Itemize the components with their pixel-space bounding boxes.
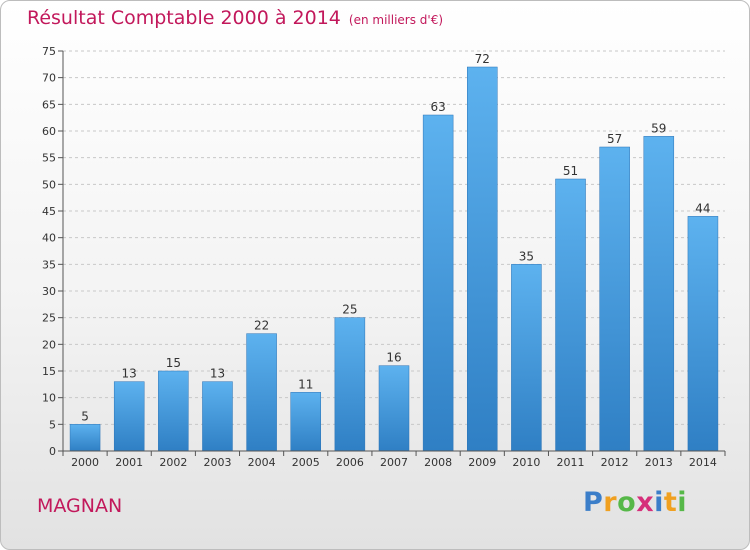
x-tick-label-2007: 2007: [380, 456, 408, 469]
x-tick-label-2002: 2002: [159, 456, 187, 469]
axis-layer: 0 5 10 15 20 25 30 35 40 45 50 55 60 65 70 75 2000 2001 20…: [42, 45, 726, 469]
y-tick-label: 70: [42, 72, 56, 85]
logo-letter: r: [603, 487, 618, 518]
logo-letter: i: [654, 487, 664, 518]
logo-letter: i: [677, 487, 688, 518]
y-tick-label: 75: [42, 45, 56, 58]
chart-title: Résultat Comptable 2000 à 2014 (en millie…: [27, 7, 443, 29]
y-tick-label: 45: [42, 205, 56, 218]
y-tick-label: 55: [42, 152, 56, 165]
data-label-2013: 59: [651, 121, 666, 135]
data-label-2010: 35: [519, 249, 534, 263]
location-label: MAGNAN: [37, 495, 123, 517]
y-tick-label: 30: [42, 285, 56, 298]
bar-2008: [422, 114, 454, 452]
bar-2011: [555, 178, 586, 452]
bar-2004: [246, 333, 277, 452]
data-label-2006: 25: [342, 303, 357, 317]
bar-2012: [599, 146, 630, 452]
data-label-2000: 5: [81, 409, 89, 423]
x-tick-label-2005: 2005: [292, 456, 320, 469]
data-label-2005: 11: [298, 377, 313, 391]
y-tick-label: 10: [42, 392, 56, 405]
logo-letter: x: [636, 487, 655, 518]
x-tick-label-2010: 2010: [512, 456, 540, 469]
x-tick-label-2012: 2012: [601, 456, 629, 469]
x-tick-label-2001: 2001: [115, 456, 143, 469]
x-tick-label-2008: 2008: [424, 456, 452, 469]
data-label-2004: 22: [254, 319, 269, 333]
data-label-2002: 15: [166, 356, 181, 370]
y-tick-label: 60: [42, 125, 56, 138]
logo-letter: o: [617, 487, 637, 518]
logo-letter: P: [583, 487, 604, 518]
x-tick-label-2011: 2011: [557, 456, 585, 469]
data-label-2003: 13: [210, 367, 225, 381]
y-tick-label: 20: [42, 338, 56, 351]
bar-2010: [511, 264, 542, 452]
data-label-2007: 16: [386, 351, 401, 365]
bar-layer: 5 13 15 13 22 11 25 16 63 72 35 51 57 59 44: [69, 52, 719, 452]
y-tick-label: 65: [42, 98, 56, 111]
y-tick-label: 0: [49, 445, 56, 458]
data-label-2001: 13: [122, 367, 137, 381]
y-tick-label: 35: [42, 258, 56, 271]
y-tick-label: 5: [49, 418, 56, 431]
y-tick-label: 50: [42, 178, 56, 191]
x-tick-label-2000: 2000: [71, 456, 99, 469]
y-tick-label: 25: [42, 312, 56, 325]
proxiti-logo: Proxiti: [583, 487, 687, 518]
y-tick-label: 40: [42, 232, 56, 245]
chart-subtitle: (en milliers d'€): [348, 13, 444, 27]
data-label-2008: 63: [430, 100, 445, 114]
data-label-2014: 44: [695, 201, 710, 215]
bar-2003: [202, 381, 233, 452]
x-tick-label-2006: 2006: [336, 456, 364, 469]
logo-letter: t: [663, 487, 678, 518]
bar-2014: [687, 216, 719, 452]
data-label-2009: 72: [475, 52, 490, 66]
y-tick-label: 15: [42, 365, 56, 378]
chart-title-text: Résultat Comptable 2000 à 2014: [27, 7, 341, 29]
bar-2000: [69, 424, 101, 452]
data-label-2012: 57: [607, 132, 622, 146]
bar-2006: [334, 317, 366, 452]
x-tick-label-2013: 2013: [645, 456, 673, 469]
data-label-2011: 51: [563, 164, 578, 178]
bar-2013: [643, 136, 675, 452]
x-tick-label-2003: 2003: [203, 456, 231, 469]
x-tick-label-2004: 2004: [248, 456, 276, 469]
x-tick-label-2009: 2009: [468, 456, 496, 469]
bar-2001: [113, 381, 145, 452]
bar-2005: [290, 392, 321, 452]
x-tick-label-2014: 2014: [689, 456, 717, 469]
bar-2007: [378, 365, 410, 452]
bar-2009: [467, 66, 498, 452]
bar-2002: [158, 370, 189, 452]
